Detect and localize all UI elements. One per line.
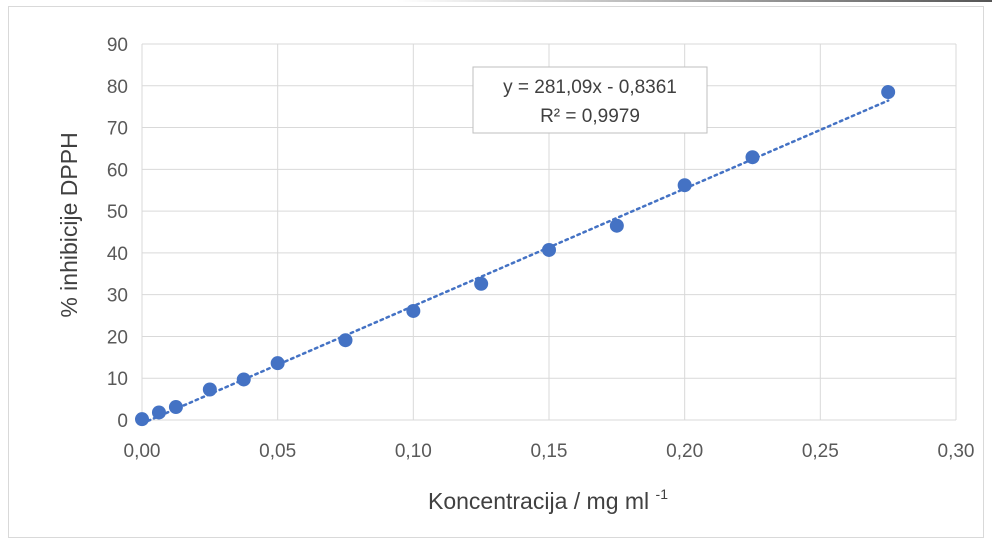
x-axis-title: Koncentracija / mg ml -1 (428, 486, 668, 514)
equation-box (472, 66, 708, 134)
x-tick-label: 0,20 (666, 441, 703, 462)
trendline-group (140, 99, 890, 425)
x-tick-label: 0,15 (531, 441, 568, 462)
trendline (140, 99, 890, 425)
data-point (168, 400, 183, 415)
data-point (236, 372, 251, 387)
y-axis-title: % inhibicije DPPH (56, 132, 82, 317)
x-tick-labels: 0,00 0,05 0,10 0,15 0,20 0,25 0,30 (124, 441, 975, 462)
x-tick-label: 0,00 (124, 441, 161, 462)
y-tick-label: 50 (107, 202, 128, 223)
x-axis-title-text: Koncentracija / mg ml (428, 488, 649, 514)
data-point (677, 178, 692, 193)
data-point (609, 218, 624, 233)
data-point (270, 356, 285, 371)
data-point (474, 276, 489, 291)
y-tick-label: 80 (107, 77, 128, 98)
x-tick-label: 0,10 (395, 441, 432, 462)
data-points (135, 85, 896, 427)
y-tick-label: 40 (107, 244, 128, 265)
y-tick-label: 90 (107, 35, 128, 56)
data-point (406, 303, 421, 318)
y-tick-label: 30 (107, 286, 128, 307)
y-tick-label: 60 (107, 160, 128, 181)
data-point (745, 150, 760, 165)
y-tick-label: 10 (107, 369, 128, 390)
equation-label: y = 281,09x - 0,8361 (503, 77, 677, 98)
x-tick-label: 0,25 (802, 441, 839, 462)
y-tick-label: 0 (117, 411, 128, 432)
data-point (542, 242, 556, 257)
chart-plot: 0 10 20 30 40 50 60 70 80 90 0,00 0,05 0,10 0,15 0,20… (56, 35, 975, 514)
data-point (881, 85, 896, 100)
x-tick-label: 0,30 (938, 441, 975, 462)
data-point (135, 412, 149, 427)
x-tick-label: 0,05 (259, 441, 296, 462)
r-squared-label: R² = 0,9979 (540, 106, 640, 127)
chart-frame: 0 10 20 30 40 50 60 70 80 90 0,00 0,05 0,10 0,15 0,20… (8, 6, 984, 538)
data-point (202, 382, 217, 397)
data-point (151, 405, 166, 420)
x-axis-title-superscript: -1 (656, 486, 669, 502)
window-top-edge (0, 0, 992, 2)
y-tick-label: 20 (107, 327, 128, 348)
y-tick-label: 70 (107, 119, 128, 140)
data-point (338, 333, 353, 348)
y-tick-labels: 0 10 20 30 40 50 60 70 80 90 (107, 35, 128, 432)
